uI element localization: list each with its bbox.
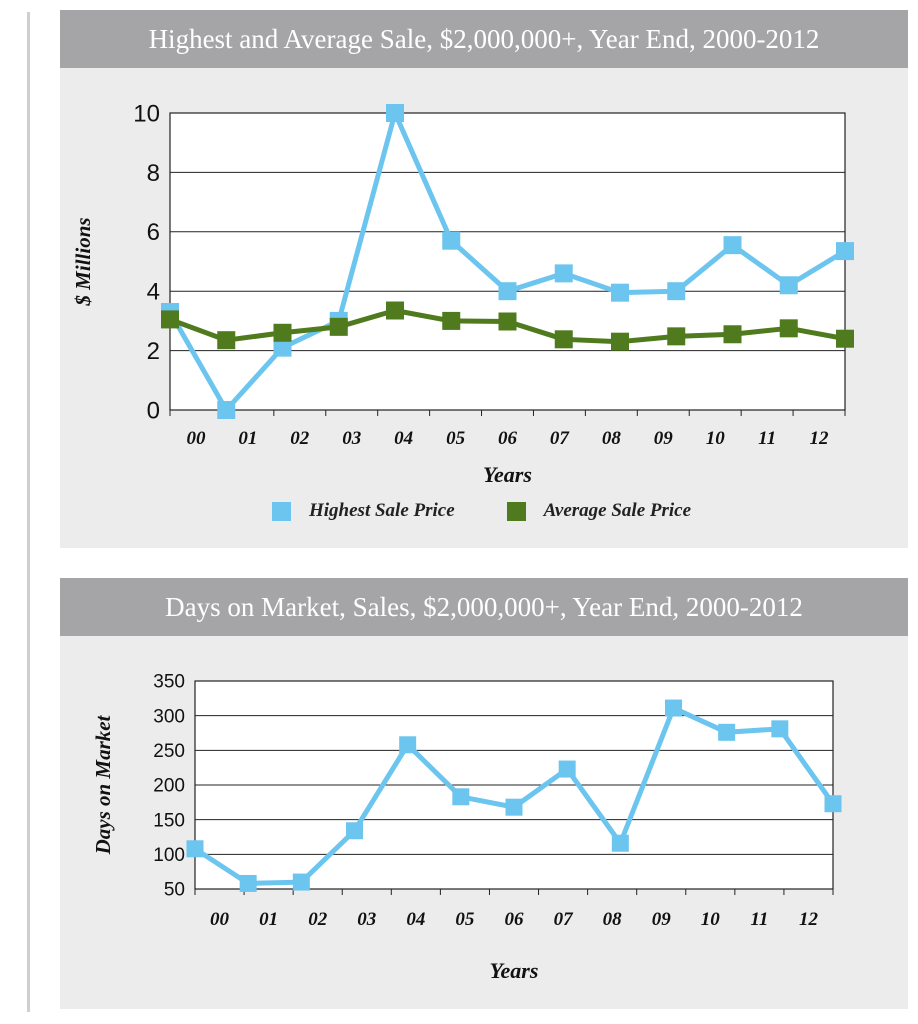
- highest-average-sale-panel: Highest and Average Sale, $2,000,000+, Y…: [60, 10, 908, 548]
- data-point: [611, 332, 629, 351]
- x-tick-label: 07: [550, 428, 571, 449]
- data-point: [498, 282, 517, 301]
- y-tick-label: 0: [147, 397, 160, 424]
- y-tick-label: 200: [153, 776, 185, 797]
- y-axis-title: $ Millions: [71, 217, 95, 306]
- x-tick-label: 03: [342, 428, 361, 449]
- data-point: [452, 788, 470, 806]
- data-point: [386, 104, 404, 122]
- x-tick-label: 06: [498, 428, 518, 449]
- data-point: [718, 723, 736, 741]
- x-tick-label: 12: [810, 428, 830, 449]
- data-point: [723, 236, 742, 255]
- legend-item-average: Average Sale Price: [506, 500, 692, 522]
- y-tick-label: 300: [153, 706, 185, 727]
- data-point: [667, 282, 686, 301]
- legend-item-highest: Highest Sale Price: [272, 500, 455, 522]
- data-point: [217, 401, 236, 419]
- x-tick-label: 06: [505, 909, 525, 930]
- x-tick-label: 05: [455, 909, 475, 930]
- data-point: [779, 319, 798, 338]
- x-tick-label: 04: [394, 428, 413, 449]
- x-tick-label: 01: [259, 909, 278, 930]
- y-tick-label: 2: [147, 338, 160, 365]
- data-point: [217, 331, 236, 350]
- x-tick-label: 09: [654, 428, 674, 449]
- data-point: [836, 329, 854, 348]
- y-tick-label: 100: [153, 845, 185, 866]
- x-tick-label: 07: [554, 909, 575, 930]
- plot-frame: [194, 680, 834, 890]
- legend: Highest Sale Price Average Sale Price: [272, 500, 743, 522]
- legend-label-average: Average Sale Price: [543, 500, 692, 521]
- x-tick-label: 05: [446, 428, 466, 449]
- data-point: [442, 311, 461, 330]
- legend-swatch-average: [506, 501, 526, 521]
- data-point: [329, 317, 348, 336]
- x-tick-label: 02: [308, 909, 328, 930]
- data-point: [292, 873, 310, 891]
- x-tick-label: 00: [210, 909, 230, 930]
- x-tick-label: 08: [602, 428, 622, 449]
- x-axis-title: Years: [483, 462, 532, 487]
- days-on-market-panel: Days on Market, Sales, $2,000,000+, Year…: [60, 578, 908, 1009]
- x-tick-label: 11: [750, 909, 768, 930]
- data-point: [824, 795, 842, 813]
- y-tick-label: 250: [153, 741, 185, 762]
- x-tick-label: 01: [238, 428, 257, 449]
- data-point: [665, 699, 682, 717]
- chart-title: Highest and Average Sale, $2,000,000+, Y…: [60, 10, 908, 68]
- legend-label-highest: Highest Sale Price: [309, 500, 455, 521]
- x-tick-label: 08: [603, 909, 623, 930]
- x-tick-label: 09: [652, 909, 672, 930]
- y-axis-title: Days on Market: [91, 714, 115, 855]
- data-point: [667, 327, 686, 346]
- x-tick-label: 12: [799, 909, 819, 930]
- data-point: [273, 338, 292, 357]
- data-point: [779, 276, 798, 295]
- plot-frame: [169, 112, 846, 411]
- data-point: [186, 840, 204, 858]
- data-point: [442, 231, 461, 250]
- y-tick-label: 10: [133, 100, 160, 127]
- data-point: [346, 822, 363, 840]
- y-tick-label: 4: [147, 279, 160, 306]
- y-tick-label: 6: [147, 219, 160, 246]
- data-point: [554, 264, 573, 283]
- plot-area: [170, 113, 845, 410]
- data-point: [239, 874, 257, 892]
- x-tick-label: 00: [186, 428, 206, 449]
- days-on-market-chart: 50 100 150 200 250 300 350 00 01 02 03 04 05 06 07 08 09…: [91, 672, 842, 983]
- data-point: [611, 283, 629, 302]
- x-tick-label: 03: [357, 909, 376, 930]
- data-point: [273, 323, 292, 342]
- y-tick-label: 350: [153, 672, 185, 693]
- data-point: [505, 798, 523, 816]
- x-tick-label: 10: [706, 428, 726, 449]
- y-tick-label: 8: [147, 160, 160, 187]
- x-tick-label: 11: [758, 428, 776, 449]
- data-point: [386, 301, 404, 320]
- data-point: [836, 242, 854, 261]
- data-point: [558, 760, 576, 778]
- x-tick-label: 04: [406, 909, 425, 930]
- data-point: [611, 834, 629, 852]
- x-axis-title: Years: [490, 958, 539, 983]
- left-border-rule: [27, 12, 30, 1012]
- y-tick-label: 150: [153, 810, 185, 831]
- legend-swatch-highest: [272, 501, 291, 521]
- y-tick-label: 50: [164, 880, 185, 901]
- data-point: [723, 325, 742, 344]
- x-tick-label: 10: [701, 909, 721, 930]
- x-tick-label: 02: [290, 428, 310, 449]
- data-point: [554, 330, 573, 349]
- chart-title: Days on Market, Sales, $2,000,000+, Year…: [60, 578, 908, 636]
- data-point: [161, 310, 179, 329]
- data-point: [771, 720, 789, 738]
- data-point: [498, 312, 517, 331]
- data-point: [399, 736, 417, 754]
